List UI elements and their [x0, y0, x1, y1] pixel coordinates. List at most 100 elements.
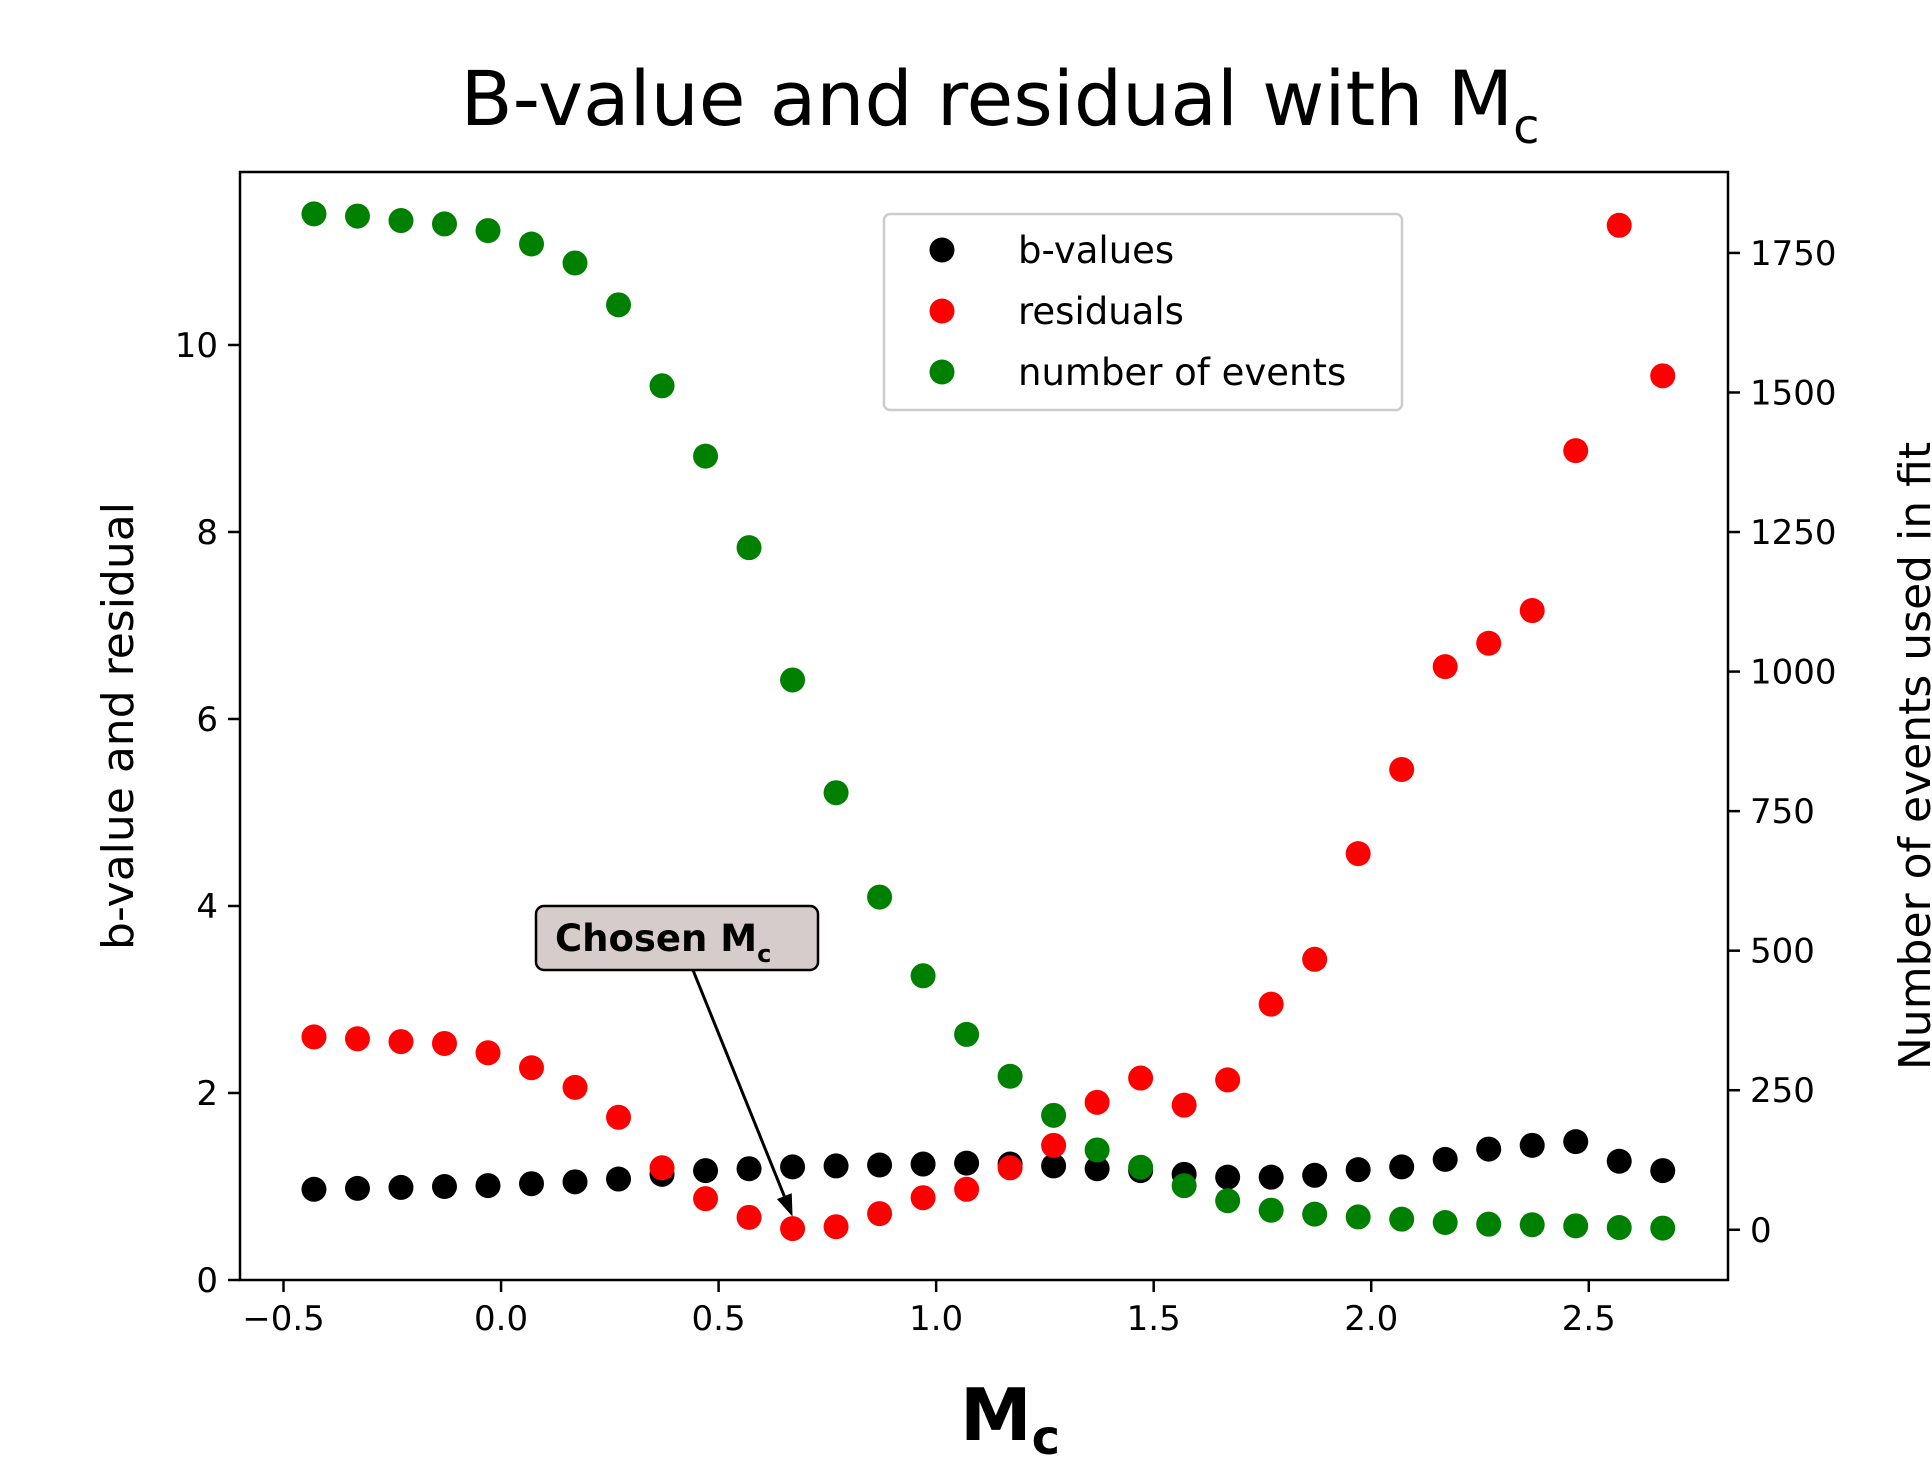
y-right-axis-ticks: 0 250 500 750 1000 1250 1500 1750	[1728, 234, 1837, 1251]
legend-box	[882, 212, 1404, 412]
point-b-values	[1606, 1148, 1632, 1174]
point-residuals	[1171, 1092, 1197, 1118]
data-points	[301, 201, 1676, 1242]
point-residuals	[1519, 598, 1545, 624]
point-residuals	[1606, 212, 1632, 238]
point-number-of-events	[519, 231, 545, 257]
point-number-of-events	[1389, 1206, 1415, 1232]
point-b-values	[910, 1151, 936, 1177]
point-b-values	[954, 1150, 980, 1176]
annotation-label: Chosen Mc	[555, 917, 771, 968]
legend-label: number of events	[1018, 351, 1346, 394]
point-b-values	[1302, 1162, 1328, 1188]
point-residuals	[910, 1185, 936, 1211]
point-number-of-events	[301, 201, 327, 227]
point-b-values	[301, 1176, 327, 1202]
plot-frame	[238, 170, 1730, 1282]
point-residuals	[562, 1074, 588, 1100]
point-b-values	[1432, 1146, 1458, 1172]
x-tick-label: 1.0	[909, 1299, 963, 1339]
x-tick-label: −0.5	[242, 1299, 325, 1339]
annotation-arrow-line	[678, 937, 786, 1197]
point-b-values	[1650, 1158, 1676, 1184]
y-left-axis-label: b-value and residual	[93, 502, 144, 950]
point-number-of-events	[1650, 1215, 1676, 1241]
point-number-of-events	[388, 208, 414, 234]
y-right-tick-label: 1750	[1750, 234, 1837, 274]
legend: b-values residuals number of events	[882, 212, 1404, 412]
legend-marker	[929, 237, 955, 263]
point-residuals	[1041, 1132, 1067, 1158]
point-residuals	[1345, 841, 1371, 867]
point-b-values	[693, 1158, 719, 1184]
point-residuals	[1563, 438, 1589, 464]
point-number-of-events	[562, 250, 588, 276]
point-residuals	[301, 1024, 327, 1050]
point-number-of-events	[1606, 1215, 1632, 1241]
point-number-of-events	[344, 203, 370, 229]
point-b-values	[1563, 1129, 1589, 1155]
point-b-values	[1215, 1164, 1241, 1190]
point-number-of-events	[475, 218, 501, 244]
point-b-values	[1476, 1136, 1502, 1162]
y-right-tick-label: 1250	[1750, 513, 1837, 553]
point-b-values	[1041, 1153, 1067, 1179]
point-number-of-events	[1302, 1201, 1328, 1227]
point-b-values	[1519, 1132, 1545, 1158]
legend-marker	[929, 359, 955, 385]
point-number-of-events	[867, 884, 893, 910]
y-right-tick-label: 750	[1750, 792, 1815, 832]
y-left-tick-label: 0	[196, 1261, 218, 1301]
point-number-of-events	[1128, 1154, 1154, 1180]
point-number-of-events	[954, 1021, 980, 1047]
point-residuals	[344, 1026, 370, 1052]
y-right-axis-label: Number of events used in fit	[1890, 442, 1932, 1070]
y-left-tick-label: 4	[196, 887, 218, 927]
point-residuals	[475, 1040, 501, 1066]
x-tick-label: 2.5	[1562, 1299, 1616, 1339]
y-right-tick-label: 500	[1750, 932, 1815, 972]
point-number-of-events	[1519, 1212, 1545, 1238]
point-residuals	[1432, 654, 1458, 680]
x-tick-label: 0.0	[474, 1299, 528, 1339]
point-b-values	[475, 1173, 501, 1199]
legend-label: residuals	[1018, 290, 1184, 333]
point-residuals	[780, 1216, 806, 1242]
point-residuals	[1302, 946, 1328, 972]
point-number-of-events	[693, 443, 719, 469]
point-number-of-events	[1084, 1137, 1110, 1163]
point-b-values	[823, 1153, 849, 1179]
point-residuals	[1389, 756, 1415, 782]
point-number-of-events	[1476, 1211, 1502, 1237]
point-residuals	[1084, 1089, 1110, 1115]
point-residuals	[1650, 363, 1676, 389]
point-residuals	[1128, 1065, 1154, 1091]
point-number-of-events	[823, 780, 849, 806]
y-right-tick-label: 1000	[1750, 653, 1837, 693]
point-residuals	[867, 1201, 893, 1227]
point-residuals	[736, 1204, 762, 1230]
point-residuals	[1215, 1067, 1241, 1093]
point-b-values	[388, 1174, 414, 1200]
y-left-tick-label: 8	[196, 513, 218, 553]
annotation-arrow-head	[776, 1193, 793, 1217]
point-b-values	[344, 1175, 370, 1201]
point-residuals	[431, 1030, 457, 1056]
point-residuals	[1476, 630, 1502, 656]
y-left-tick-label: 2	[196, 1074, 218, 1114]
point-number-of-events	[431, 211, 457, 237]
point-b-values	[736, 1156, 762, 1182]
point-b-values	[519, 1171, 545, 1197]
legend-label: b-values	[1018, 229, 1174, 272]
y-right-tick-label: 1500	[1750, 373, 1837, 413]
x-axis-ticks: −0.5 0.0 0.5 1.0 1.5 2.0 2.5	[242, 1280, 1616, 1339]
x-axis-label: Mc	[960, 1373, 1060, 1457]
point-residuals	[519, 1055, 545, 1081]
point-number-of-events	[1563, 1213, 1589, 1239]
point-number-of-events	[997, 1063, 1023, 1089]
chosen-mc-annotation: Chosen Mc	[534, 904, 820, 1217]
y-left-tick-label: 10	[175, 326, 218, 366]
legend-marker	[929, 298, 955, 324]
point-number-of-events	[736, 535, 762, 561]
